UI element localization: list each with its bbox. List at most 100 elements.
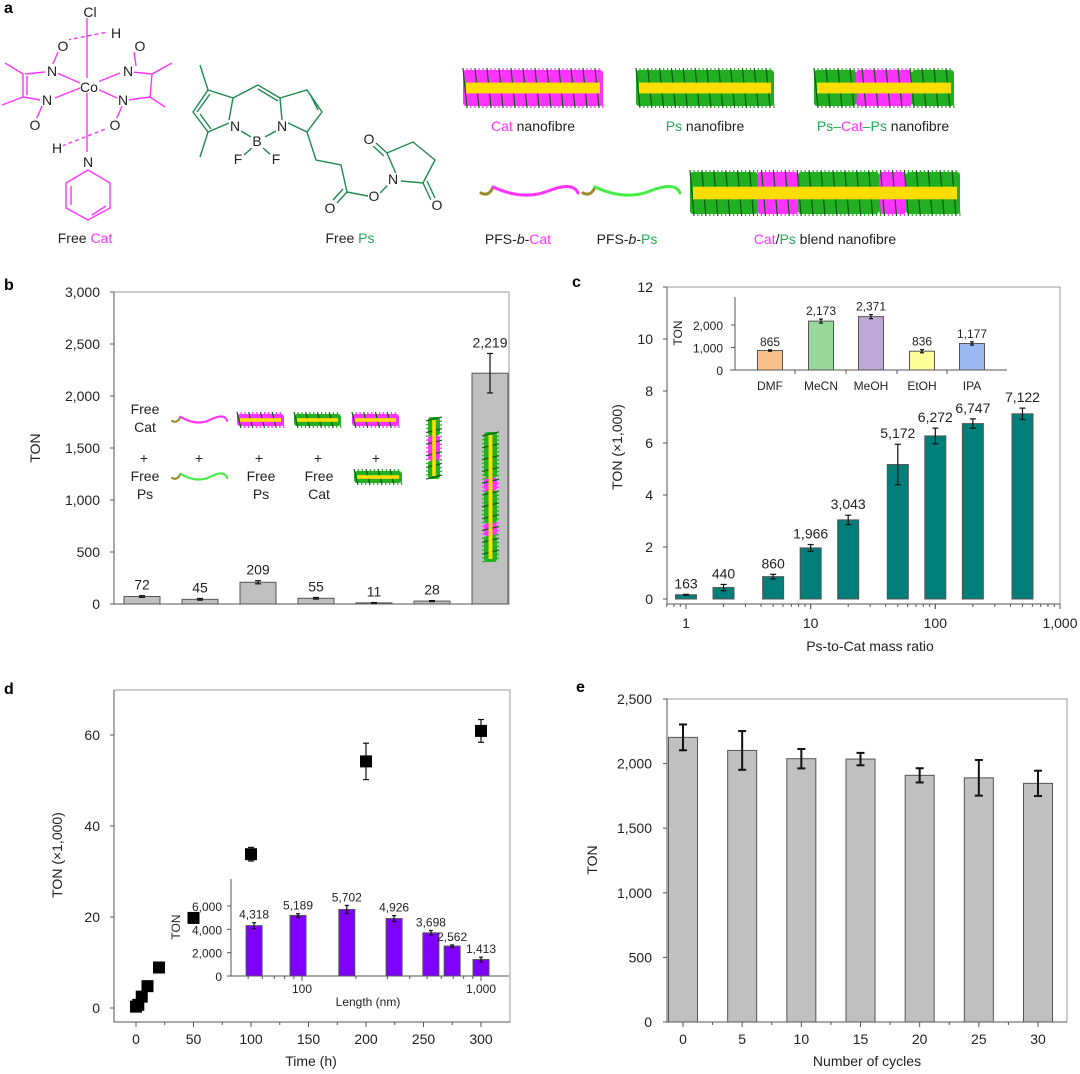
atom-bg: [251, 135, 263, 148]
free-ps-label-part: Ps: [358, 230, 374, 246]
error-bar-b: [255, 580, 261, 585]
y-tick-label-d: 0: [92, 1000, 100, 1016]
pfs-block: [581, 185, 597, 196]
ps-atom-F: F: [272, 151, 281, 167]
error-bar-b: [139, 595, 145, 598]
y-tick-label-e: 0: [644, 1014, 652, 1030]
pfs-block: [170, 415, 182, 423]
fibre-strand: [279, 411, 285, 429]
bar-d-inset: [338, 908, 356, 977]
ps-cat-ps-nanofibre: [813, 67, 955, 109]
panel-letter-a: a: [4, 0, 13, 17]
atom-bg: [41, 93, 53, 106]
ps-cat-ps-nanofibre-label-part: Ps: [871, 118, 887, 134]
bar-value-label-c-inset: 865: [760, 335, 780, 349]
data-point-d: [153, 961, 165, 974]
x-tick-label-d-inset: 1,000: [466, 982, 496, 996]
atom-bg: [134, 39, 146, 52]
bar-value-label-b: 28: [424, 582, 440, 598]
bar-value-label-c-inset: 2,173: [806, 304, 836, 318]
fibre-core: [817, 82, 951, 94]
y-tick-label-b: 2,000: [65, 388, 100, 404]
error-bar-e: [1034, 769, 1042, 798]
free-cat-label: Free Cat: [58, 230, 113, 246]
pfs-b-cat-chain: [479, 185, 580, 197]
y-tick-label-b: 3,000: [65, 284, 100, 300]
bar-c-inset: [858, 316, 884, 371]
error-bar-c: [932, 427, 939, 445]
ps-atom-B: B: [252, 133, 261, 149]
error-bar-b: [429, 599, 435, 603]
bar-e: [727, 749, 758, 1023]
bar-value-label-d-inset: 1,413: [466, 942, 496, 956]
panel-letter-b: b: [4, 277, 14, 294]
ps-atom-O: O: [364, 131, 375, 147]
ps-atom-N: N: [230, 118, 240, 134]
error-bar-c: [770, 573, 777, 580]
legend-plus-sign: +: [255, 450, 263, 466]
y-tick-label-b: 2,500: [65, 336, 100, 352]
legend-ps: Ps: [137, 486, 153, 502]
bar-value-label-b: 2,219: [472, 334, 507, 350]
ps-atom-F: F: [234, 151, 243, 167]
x-axis-label-d: Time (h): [285, 1053, 337, 1069]
x-tick-label-d: 200: [354, 1031, 378, 1047]
cat-atom-H: H: [52, 140, 62, 156]
data-point-d: [360, 755, 372, 768]
bar-value-label-d-inset: 5,189: [283, 899, 313, 913]
legend-ps-cat-ps-nanofibre: [425, 416, 443, 480]
atom-bg: [276, 120, 288, 133]
y-tick-label-d-inset: 4,000: [192, 923, 222, 937]
atom-bg: [324, 202, 336, 215]
legend-free-cat-word: Free: [305, 468, 334, 484]
atom-bg: [122, 64, 134, 77]
ps-atom-O: O: [369, 188, 380, 204]
blend-nanofibre: [689, 169, 961, 217]
bar-c: [961, 423, 984, 600]
data-point-d: [135, 990, 148, 1003]
x-tick-label-d: 50: [186, 1031, 202, 1047]
bar-value-label-b: 45: [192, 579, 208, 595]
plot-frame-b: [113, 291, 510, 605]
x-tick-label-c: 1: [682, 615, 690, 631]
fibre-strand: [598, 67, 604, 109]
error-bar-c-inset: [970, 341, 974, 346]
atom-bg: [29, 118, 41, 131]
bar-e: [963, 777, 994, 1023]
free-cat-label-part: Free: [58, 230, 91, 246]
corona-block: [593, 185, 682, 197]
fibre-strand: [394, 411, 400, 429]
error-bar-c: [1019, 407, 1026, 421]
error-bar-c: [807, 543, 814, 552]
free-cat-label-part: Cat: [90, 230, 112, 246]
bar-c: [799, 547, 822, 600]
x-category-label-c-inset: MeCN: [804, 379, 838, 393]
x-tick-label-c: 10: [803, 615, 819, 631]
y-tick-label-d-inset: 6,000: [192, 900, 222, 914]
fibre-strand: [635, 67, 641, 109]
cat-atom-N: N: [83, 154, 93, 170]
error-bar-d-inset: [428, 929, 433, 936]
pfs-b-cat-label-part: Cat: [529, 231, 551, 247]
error-bar-e: [679, 723, 687, 752]
fibre-strand: [813, 67, 819, 109]
error-bar-e: [915, 767, 924, 784]
atom-bg: [110, 26, 122, 39]
atom-bg: [46, 64, 58, 77]
legend-blend-nanofibre: [481, 431, 500, 563]
cat-nanofibre-label-part: Cat: [491, 118, 513, 134]
bar-value-label-d-inset: 3,698: [416, 916, 446, 930]
fibre-core: [466, 82, 600, 94]
bar-d-inset: [443, 945, 461, 977]
panel-letter-e: e: [576, 679, 585, 696]
bar-d-inset: [289, 914, 307, 977]
fibre-strand: [462, 67, 468, 109]
x-tick-label-c: 100: [924, 615, 948, 631]
bar-value-label-d-inset: 4,926: [379, 901, 409, 915]
bar-value-label-c-inset: 836: [912, 335, 932, 349]
bar-c: [924, 435, 947, 600]
error-bar-d-inset: [344, 904, 349, 915]
y-tick-label-e: 2,500: [617, 691, 652, 707]
ps-nanofibre-label: Ps nanofibre: [666, 118, 745, 134]
